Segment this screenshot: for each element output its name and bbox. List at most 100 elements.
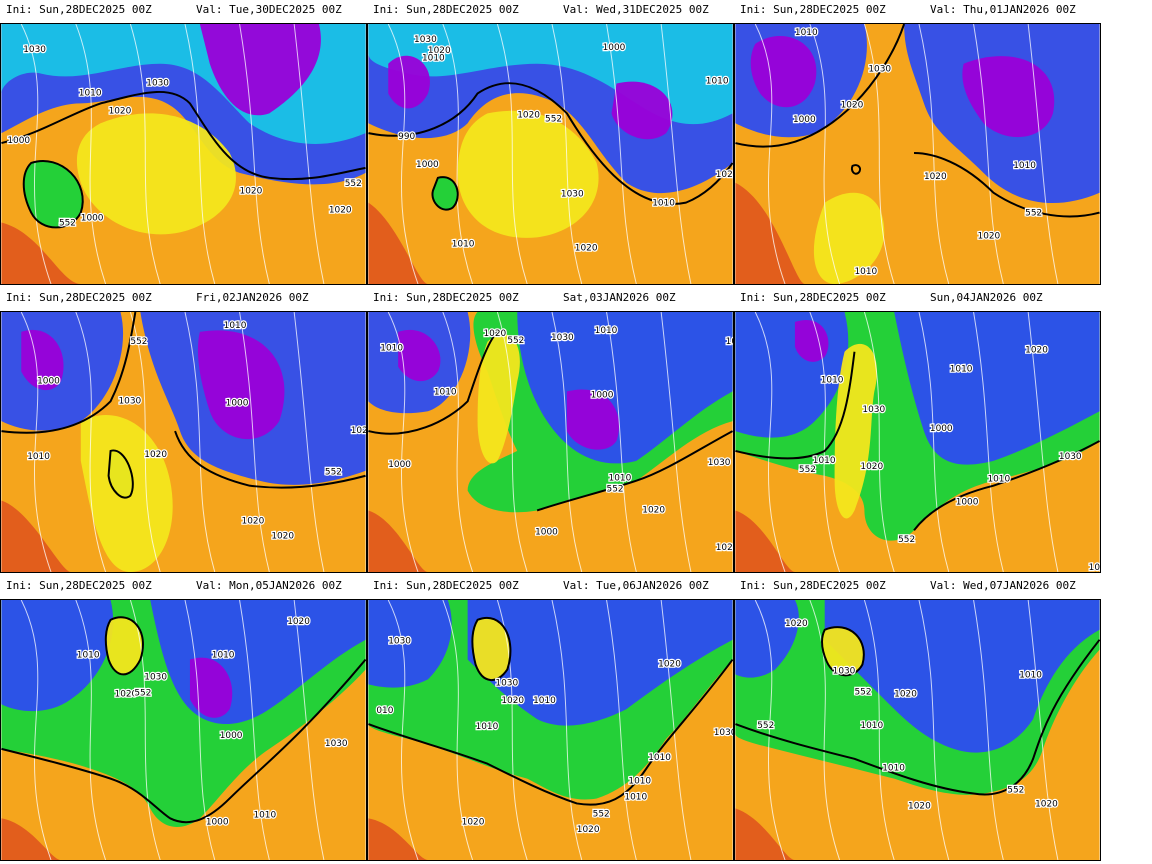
isobar-label: 552 xyxy=(130,337,147,347)
isobar-label: 1010 xyxy=(795,28,818,38)
geopotential-shading xyxy=(750,36,817,108)
isobar-label: 1020 xyxy=(860,462,883,472)
isobar-label: 1010 xyxy=(624,792,647,802)
geopotential-shading xyxy=(794,319,829,362)
panel-header: Ini: Sun,28DEC2025 00Z Fri,02JAN2026 00Z xyxy=(0,288,367,308)
isobar-label: 1010 xyxy=(212,651,235,661)
isobar-label: 1020 xyxy=(109,106,132,116)
isobar-label: 1020 xyxy=(908,801,931,811)
isobar-label: 1020 xyxy=(242,516,265,526)
geopotential-shading xyxy=(197,330,285,440)
isobar-label: 552 xyxy=(545,114,562,124)
isobar-label: 1010 xyxy=(77,651,100,661)
geopotential-shading xyxy=(611,81,673,140)
contour-552-ring xyxy=(431,176,459,211)
isobar-label: 1010 xyxy=(476,722,499,732)
isobar-label: 1020 xyxy=(428,46,451,56)
isobar-label: 552 xyxy=(898,535,915,545)
isobar-line xyxy=(442,312,474,572)
panel-header: Ini: Sun,28DEC2025 00Z Sun,04JAN2026 00Z xyxy=(734,288,1101,308)
map-canvas: 1020552103010101010102010101000100010301… xyxy=(368,312,733,572)
map-canvas: 1030102010101000101010205529901000102010… xyxy=(368,24,733,284)
isobar-line xyxy=(75,24,107,284)
isobar-line xyxy=(606,24,637,284)
geopotential-shading xyxy=(398,329,441,382)
contour-552-line xyxy=(1,312,366,489)
geopotential-shading xyxy=(813,192,885,284)
forecast-panel: Ini: Sun,28DEC2025 00Z Val: Tue,06JAN2026… xyxy=(367,576,734,862)
isobar-line xyxy=(1027,24,1059,284)
isobar-label: 1030 xyxy=(551,333,574,343)
init-time-label: Ini: Sun,28DEC2025 00Z xyxy=(740,3,886,16)
isobar-label: 1020 xyxy=(924,172,947,182)
isobar-line xyxy=(442,24,474,284)
isobar-label: 1010 xyxy=(854,267,877,277)
isobar-label: 1010 xyxy=(595,326,618,336)
isobar-label: 1020 xyxy=(978,231,1001,241)
isobar-label: 010 xyxy=(376,706,393,716)
isobar-line xyxy=(809,600,841,860)
isobar-label: 1020 xyxy=(115,689,138,699)
isobar-label: 1010 xyxy=(27,452,50,462)
geopotential-shading xyxy=(105,617,143,675)
forecast-panel: Ini: Sun,28DEC2025 00Z Sun,04JAN2026 00Z 1… xyxy=(734,288,1101,574)
geopotential-shading xyxy=(735,808,795,860)
init-time-label: Ini: Sun,28DEC2025 00Z xyxy=(373,579,519,592)
valid-time-label: Sat,03JAN2026 00Z xyxy=(563,291,676,304)
isobar-label: 1010 xyxy=(860,721,883,731)
geopotential-shading xyxy=(457,110,599,238)
forecast-panel: Ini: Sun,28DEC2025 00Z Val: Tue,30DEC2025… xyxy=(0,0,367,286)
isobar-label: 1020 xyxy=(894,689,917,699)
isobar-label: 552 xyxy=(593,809,610,819)
isobar-line xyxy=(606,312,637,572)
isobar-label: 1020 xyxy=(575,243,598,253)
isobar-label: 1010 xyxy=(950,365,973,375)
isobar-line xyxy=(387,312,419,572)
panel-header: Ini: Sun,28DEC2025 00Z Val: Wed,07JAN2026… xyxy=(734,576,1101,596)
init-time-label: Ini: Sun,28DEC2025 00Z xyxy=(740,291,886,304)
isobar-label: 1020 xyxy=(351,426,366,436)
isobar-label: 1000 xyxy=(535,527,558,537)
contour-552-line xyxy=(368,82,733,205)
geopotential-shading xyxy=(189,657,233,718)
geopotential-shading xyxy=(824,600,1100,753)
isobar-line xyxy=(918,312,950,572)
isobar-line xyxy=(496,312,528,572)
isobar-line xyxy=(239,600,270,860)
panel-header: Ini: Sun,28DEC2025 00Z Val: Thu,01JAN2026… xyxy=(734,0,1101,20)
valid-time-label: Fri,02JAN2026 00Z xyxy=(196,291,309,304)
init-time-label: Ini: Sun,28DEC2025 00Z xyxy=(6,291,152,304)
isobar-label: 1010 xyxy=(648,753,671,763)
isobar-label: 552 xyxy=(799,465,816,475)
isobar-line xyxy=(496,600,528,860)
isobar-line xyxy=(129,24,161,284)
contour-552-line xyxy=(1,658,366,824)
geopotential-map: 1020552103010101010102010101000100010301… xyxy=(367,311,734,573)
isobar-label: 1030 xyxy=(325,739,348,749)
geopotential-shading xyxy=(76,113,236,235)
valid-time-label: Val: Tue,30DEC2025 00Z xyxy=(196,3,342,16)
geopotential-shading xyxy=(1,500,71,572)
isobar-label: 552 xyxy=(854,687,871,697)
isobar-label: 1020 xyxy=(785,619,808,629)
valid-time-label: Val: Wed,07JAN2026 00Z xyxy=(930,579,1076,592)
contour-552-ring xyxy=(820,626,865,677)
geopotential-map: 1020 1010 1010 1030 1000 1010 552 1020 1030 1010 1… xyxy=(734,311,1101,573)
isobar-line xyxy=(129,600,161,860)
isobar-line xyxy=(496,24,528,284)
isobar-label: 1010 xyxy=(253,810,276,820)
isobar-label: 1030 xyxy=(868,65,891,75)
isobar-label: 552 xyxy=(325,468,342,478)
isobar-line xyxy=(606,600,637,860)
contour-552-line xyxy=(368,658,733,806)
isobar-label: 1000 xyxy=(956,498,979,508)
isobar-label: 1010 xyxy=(813,456,836,466)
panel-header: Ini: Sun,28DEC2025 00Z Val: Wed,31DEC2025… xyxy=(367,0,734,20)
isobar-label: 1030 xyxy=(862,405,885,415)
map-canvas: 1020 1030 552 1020 1010 552 1010 1010 552 1020 102… xyxy=(735,600,1100,860)
isobar-label: 1020 xyxy=(726,337,733,347)
geopotential-shading xyxy=(834,343,877,519)
isobar-line xyxy=(184,24,216,284)
isobar-line xyxy=(75,600,107,860)
forecast-panel: Ini: Sun,28DEC2025 00Z Val: Thu,01JAN2026… xyxy=(734,0,1101,286)
